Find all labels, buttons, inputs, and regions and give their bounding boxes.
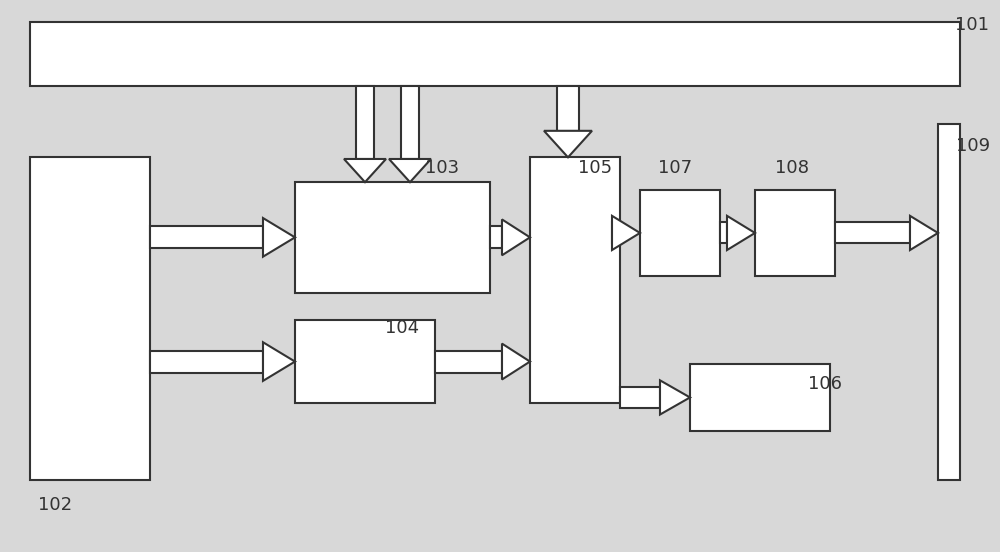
Text: 107: 107 xyxy=(658,160,692,177)
Polygon shape xyxy=(502,343,530,380)
Bar xyxy=(557,86,579,131)
Bar xyxy=(30,22,960,86)
Polygon shape xyxy=(389,159,431,182)
Text: 102: 102 xyxy=(38,496,72,514)
Bar xyxy=(938,124,960,480)
Bar xyxy=(720,222,727,243)
Text: 109: 109 xyxy=(956,137,990,155)
Polygon shape xyxy=(502,219,530,255)
Bar xyxy=(435,351,502,373)
Bar xyxy=(150,226,263,248)
Text: 108: 108 xyxy=(775,160,809,177)
Text: 103: 103 xyxy=(425,160,459,177)
Bar xyxy=(295,320,435,403)
Polygon shape xyxy=(263,218,295,257)
Bar xyxy=(612,222,620,243)
Bar xyxy=(640,190,720,276)
Text: 106: 106 xyxy=(808,375,842,392)
Text: 101: 101 xyxy=(955,16,989,34)
Bar xyxy=(30,157,150,480)
Bar xyxy=(150,351,263,373)
Polygon shape xyxy=(344,159,386,182)
Bar xyxy=(295,182,490,293)
Bar xyxy=(490,226,502,248)
Polygon shape xyxy=(910,216,938,250)
Polygon shape xyxy=(263,342,295,381)
Bar xyxy=(620,387,660,408)
Polygon shape xyxy=(660,380,690,415)
Bar xyxy=(690,364,830,431)
Polygon shape xyxy=(612,216,640,250)
Polygon shape xyxy=(544,131,592,157)
Bar xyxy=(755,190,835,276)
Bar xyxy=(835,222,910,243)
Bar xyxy=(401,86,419,159)
Polygon shape xyxy=(727,216,755,250)
Text: 104: 104 xyxy=(385,320,419,337)
Bar xyxy=(530,157,620,403)
Text: 105: 105 xyxy=(578,160,612,177)
Bar xyxy=(356,86,374,159)
